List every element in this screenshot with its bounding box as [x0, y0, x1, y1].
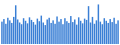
bar	[44, 25, 45, 44]
bar	[17, 19, 18, 44]
bar	[48, 18, 49, 44]
bar	[56, 16, 57, 44]
bar	[117, 20, 118, 44]
bar	[88, 6, 89, 44]
plot	[1, 4, 119, 44]
bar	[80, 21, 81, 44]
bar	[50, 23, 51, 44]
bar	[19, 23, 20, 45]
bar	[62, 24, 63, 44]
bar	[96, 20, 97, 44]
bar	[74, 19, 75, 44]
bar	[106, 21, 107, 44]
bar	[21, 24, 22, 44]
bar	[54, 24, 55, 44]
bar	[64, 18, 65, 44]
bar	[109, 19, 110, 44]
bar	[9, 20, 10, 44]
bar	[31, 20, 32, 44]
bar	[15, 5, 16, 44]
bar	[68, 23, 69, 44]
bar	[104, 18, 105, 44]
bar	[52, 20, 53, 44]
bar	[78, 17, 79, 44]
bar	[76, 25, 77, 44]
bar	[46, 19, 47, 44]
bar	[94, 24, 95, 44]
bar	[37, 19, 38, 44]
bar	[25, 21, 26, 44]
bar	[72, 22, 73, 44]
bar	[98, 4, 99, 44]
bar	[58, 22, 59, 44]
bar	[39, 21, 40, 44]
bar	[66, 21, 67, 44]
bar	[82, 23, 83, 44]
bar	[107, 23, 108, 44]
bar	[92, 17, 93, 44]
bar	[86, 20, 87, 44]
bar	[3, 19, 4, 44]
bar	[5, 24, 6, 44]
bar	[102, 24, 103, 44]
bar	[35, 25, 36, 44]
bar	[111, 22, 112, 44]
bar	[113, 18, 114, 44]
bar	[7, 18, 8, 44]
bar	[11, 23, 12, 44]
bars	[1, 4, 119, 44]
bar	[27, 23, 28, 44]
bar	[13, 17, 14, 44]
bar	[29, 17, 30, 44]
bar	[41, 16, 42, 44]
chart	[0, 0, 120, 45]
bar	[84, 19, 85, 44]
bar	[60, 19, 61, 44]
bar	[70, 16, 71, 44]
bar	[43, 23, 44, 45]
bar	[90, 23, 91, 45]
bar	[100, 22, 101, 44]
bar	[33, 22, 34, 44]
bar	[115, 24, 116, 44]
bar	[1, 22, 2, 44]
bar	[23, 18, 24, 44]
